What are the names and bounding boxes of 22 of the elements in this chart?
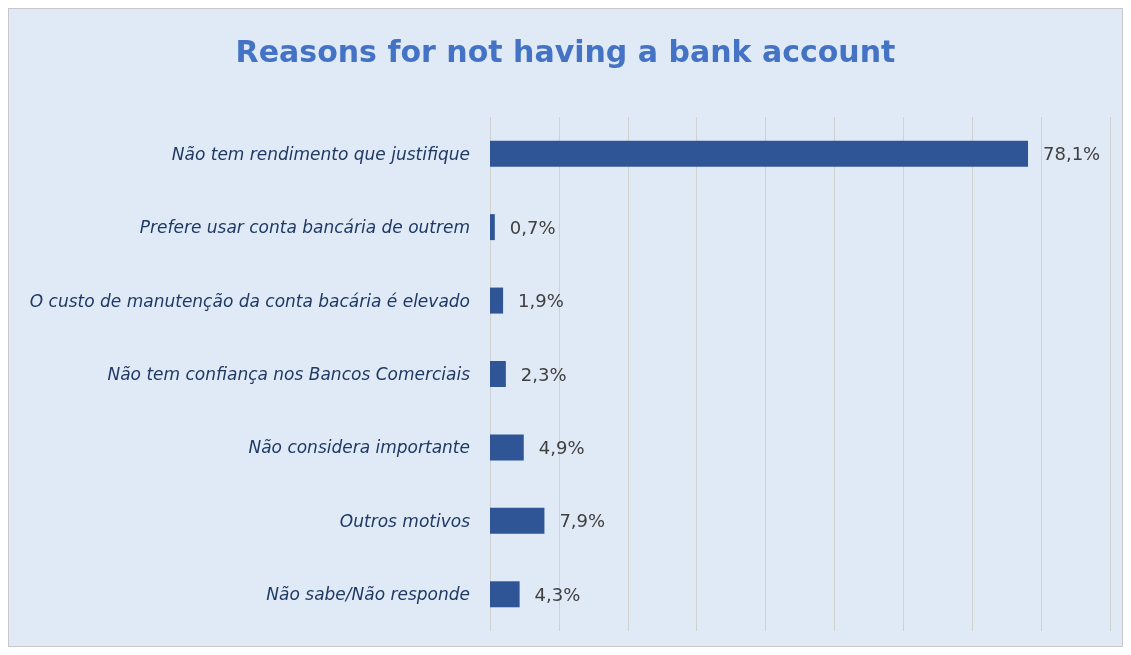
y-tick-label: Não tem rendimento que justifique xyxy=(171,143,470,164)
bar xyxy=(490,287,504,314)
data-label: 1,9% xyxy=(518,290,564,312)
data-label: 2,3% xyxy=(520,363,567,385)
bar xyxy=(490,581,520,608)
bar xyxy=(490,361,506,387)
chart-title: Reasons for not having a bank account xyxy=(235,33,896,69)
data-label: 4,9% xyxy=(538,436,585,458)
y-tick-label: Não considera importante xyxy=(248,437,470,458)
data-label: 7,9% xyxy=(559,510,606,532)
data-label: 0,7% xyxy=(509,216,556,238)
y-tick-label: Não sabe/Não responde xyxy=(266,584,470,605)
bar xyxy=(490,507,545,534)
bar xyxy=(490,214,495,241)
y-tick-label: Outros motivos xyxy=(339,510,471,531)
bar xyxy=(490,434,524,461)
y-tick-label: Prefere usar conta bancária de outrem xyxy=(139,217,470,238)
y-tick-label: O custo de manutenção da conta bacária é elevado xyxy=(29,290,470,311)
data-label: 78,1% xyxy=(1043,143,1101,165)
y-tick-label: Não tem confiança nos Bancos Comerciais xyxy=(107,364,471,384)
data-label: 4,3% xyxy=(534,583,581,605)
bar xyxy=(490,140,1029,167)
